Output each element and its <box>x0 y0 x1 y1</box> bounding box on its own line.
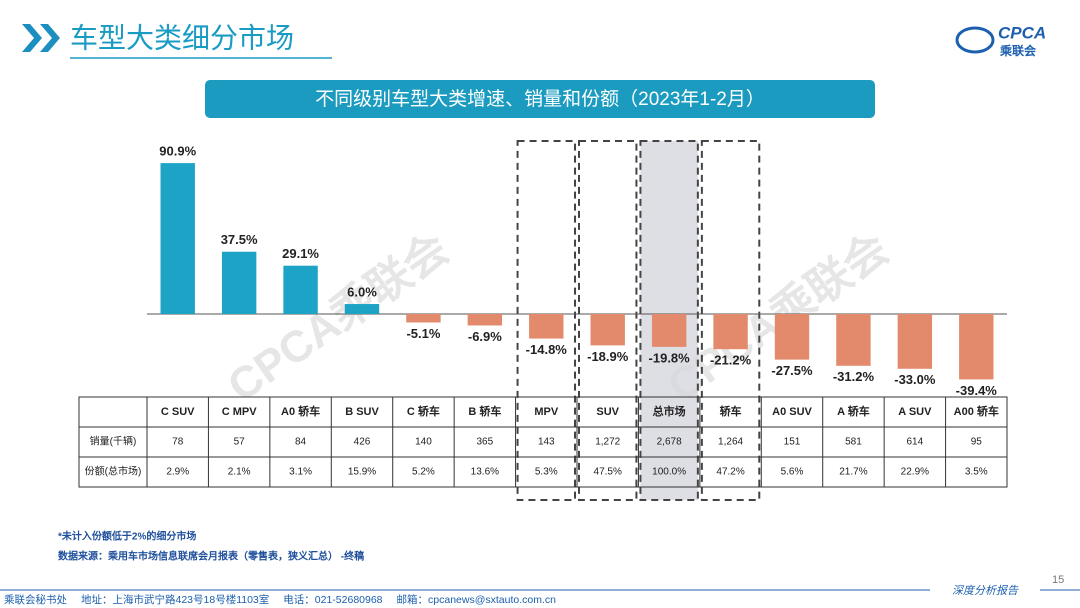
table-cell: 140 <box>415 437 432 448</box>
page-number: 15 <box>1052 574 1064 586</box>
x-tick-label: SUV <box>596 406 619 418</box>
value-label: -31.2% <box>833 369 875 384</box>
bar <box>959 314 994 380</box>
x-tick-label: A0 轿车 <box>281 404 320 418</box>
x-tick-label: C MPV <box>222 406 258 418</box>
chart-title-box <box>205 80 875 118</box>
table-cell: 3.5% <box>965 467 988 478</box>
row-label: 销量(千辆) <box>90 435 137 448</box>
bar <box>529 314 564 339</box>
chart: 90.9% 37.5% 29.1% 6.0% -5.1% -6.9% -14.8% -18.9… <box>78 140 1008 501</box>
highlight-box <box>578 140 638 501</box>
table-cell: 151 <box>784 437 801 448</box>
bar <box>406 314 441 323</box>
note: 数据来源：乘用车市场信息联席会月报表（零售表，狭义汇总） -终稿 <box>58 550 364 563</box>
table-cell: 2.9% <box>166 467 189 478</box>
table: C SUV C MPV A0 轿车 B SUV C 轿车 B 轿车 MPV SUV 总市场 轿车 A… <box>78 396 1008 488</box>
x-tick-label: MPV <box>534 406 559 418</box>
table-cell: 3.1% <box>289 467 312 478</box>
value-label: -33.0% <box>894 372 936 387</box>
table-cell: 5.3% <box>535 467 558 478</box>
bar <box>774 314 810 360</box>
value-label: -39.4% <box>956 383 998 398</box>
bar <box>590 314 625 346</box>
table-cell: 47.5% <box>594 467 622 478</box>
table-cell: 1,272 <box>595 437 620 448</box>
x-tick-label: B 轿车 <box>468 404 501 418</box>
highlight-box <box>700 140 761 501</box>
value-label: -21.2% <box>710 353 752 368</box>
chevron <box>40 24 60 52</box>
table-cell: 614 <box>907 437 924 448</box>
table-cell: 15.9% <box>348 467 376 478</box>
x-tick-label: C SUV <box>161 406 195 418</box>
footer-text: 乘联会秘书处 <box>4 593 67 606</box>
bar <box>897 314 933 369</box>
value-label: -14.8% <box>526 342 568 357</box>
table-cell: 95 <box>971 437 983 448</box>
x-tick-label: A SUV <box>898 406 932 418</box>
x-tick-label: A 轿车 <box>837 404 870 418</box>
table-cell: 581 <box>845 437 862 448</box>
table-cell: 57 <box>234 437 246 448</box>
x-tick-label: A0 SUV <box>772 406 812 418</box>
bar <box>467 314 503 326</box>
value-label: -6.9% <box>468 329 502 344</box>
table-cell: 143 <box>538 437 555 448</box>
value-label: -18.9% <box>587 349 629 364</box>
x-tick-label: A00 轿车 <box>954 404 999 418</box>
chevron <box>22 24 42 52</box>
bar <box>160 163 195 314</box>
table-cell: 78 <box>172 437 184 448</box>
footer: 乘联会秘书处 地址：上海市武宁路423号18号楼1103室 电话：021-52680… <box>4 593 556 606</box>
footer-text: 电话：021-52680968 <box>283 593 382 606</box>
table-cell: 2,678 <box>657 437 682 448</box>
x-tick-label: 轿车 <box>720 404 742 418</box>
bar <box>713 314 748 350</box>
table-cell: 13.6% <box>471 467 499 478</box>
bar <box>651 314 687 347</box>
table-cell: 84 <box>295 437 307 448</box>
table-cell: 5.2% <box>412 467 435 478</box>
page-title: 车型大类细分市场 <box>70 22 294 53</box>
x-tick-label: 总市场 <box>653 404 686 418</box>
value-label: -27.5% <box>771 363 813 378</box>
table-cell: 5.6% <box>781 467 804 478</box>
row-label: 份额(总市场) <box>85 465 142 478</box>
x-tick-label: C 轿车 <box>407 404 440 418</box>
logo-subtext: 乘联会 <box>999 43 1037 58</box>
value-label: 37.5% <box>221 232 258 247</box>
bar <box>344 304 380 314</box>
value-label: 29.1% <box>282 246 319 261</box>
highlight-box <box>516 140 576 501</box>
value-label: 6.0% <box>347 284 377 299</box>
table-cell: 100.0% <box>652 467 686 478</box>
bar <box>283 265 318 314</box>
footer-text: 邮箱：cpcanews@sxtauto.com.cn <box>397 593 557 606</box>
footer-text: 地址：上海市武宁路423号18号楼1103室 <box>81 593 269 606</box>
table-cell: 21.7% <box>839 467 867 478</box>
value-label: -19.8% <box>649 350 691 365</box>
logo-text: CPCA <box>998 23 1046 42</box>
value-label: 90.9% <box>159 144 196 159</box>
table-cell: 2.1% <box>228 467 251 478</box>
table-cell: 1,264 <box>718 437 743 448</box>
footer-tag: 深度分析报告 <box>952 584 1019 597</box>
bar <box>836 314 871 366</box>
note: *未计入份额低于2%的细分市场 <box>58 530 196 543</box>
logo-mark <box>955 26 995 54</box>
bar <box>221 251 257 314</box>
value-label: -5.1% <box>406 326 440 341</box>
table-cell: 22.9% <box>901 467 929 478</box>
table-cell: 47.2% <box>716 467 744 478</box>
chart-title: 不同级别车型大类增速、销量和份额（2023年1-2月） <box>315 88 765 110</box>
table-cell: 426 <box>354 437 371 448</box>
table-cell: 365 <box>477 437 494 448</box>
x-tick-label: B SUV <box>345 406 379 418</box>
